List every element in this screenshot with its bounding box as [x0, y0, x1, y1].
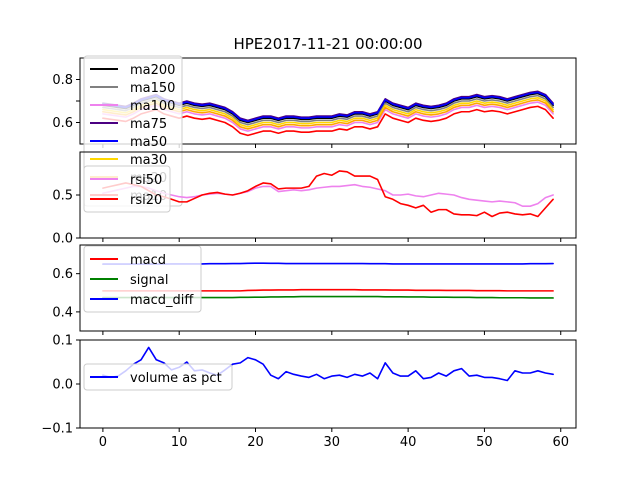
y-tick-label: 0.6	[52, 267, 73, 282]
series-line-rsi50	[102, 183, 554, 207]
panels-group: 0.60.8ma200ma150ma100ma75ma50ma30ma20ma1…	[41, 55, 577, 450]
axes-frame	[79, 244, 577, 332]
panel-macd: 0.4 0.6 macd signal macd_diff	[52, 244, 577, 335]
legend-volume: volume as pct	[83, 363, 233, 391]
legend-label-macd: macd	[130, 253, 166, 268]
legend-label-signal: signal	[130, 273, 168, 288]
x-tick-label: 30	[324, 435, 341, 450]
x-tick-label: 20	[247, 435, 264, 450]
legend-box	[83, 363, 233, 391]
panel-volume: −0.1 0.0 0.1 0 10 20 30 40 50 60 volume as pct	[41, 334, 577, 450]
series-group	[102, 170, 554, 218]
legend-box	[83, 165, 171, 213]
legend-label-ma200: ma200	[130, 63, 175, 78]
legend-label-ma150: ma150	[130, 81, 175, 96]
x-tick-label: 50	[476, 435, 493, 450]
legend-label-ma30: ma30	[130, 153, 167, 168]
y-tick-label: 0.0	[52, 232, 73, 247]
legend-label-volume-as-pct: volume as pct	[130, 371, 222, 386]
series-line-rsi20	[102, 170, 554, 218]
y-tick-label: 0.8	[52, 73, 73, 88]
legend-label-macd_diff: macd_diff	[130, 293, 194, 308]
x-tick-label: 0	[99, 435, 107, 450]
y-tick-label: 0.1	[52, 334, 73, 349]
y-tick-label: −0.1	[41, 422, 73, 437]
panel-rsi: 0.0 0.5 rsi50 rsi20	[52, 151, 577, 247]
legend-label-rsi20: rsi20	[130, 193, 162, 208]
y-tick-label: 0.5	[52, 189, 73, 204]
legend-label-ma75: ma75	[130, 117, 167, 132]
legend-macd: macd signal macd_diff	[83, 245, 202, 313]
x-tick-label: 10	[171, 435, 188, 450]
x-tick-label: 60	[552, 435, 569, 450]
legend-rsi: rsi50 rsi20	[83, 165, 171, 213]
x-tick-label: 40	[400, 435, 417, 450]
y-tick-label: 0.4	[52, 305, 73, 320]
y-tick-label: 0.0	[52, 378, 73, 393]
y-tick-label: 0.6	[52, 116, 73, 131]
legend-label-ma50: ma50	[130, 135, 167, 150]
legend-label-rsi50: rsi50	[130, 173, 162, 188]
legend-box	[83, 245, 202, 313]
legend-label-ma100: ma100	[130, 99, 175, 114]
chart-title: HPE2017-11-21 00:00:00	[233, 35, 422, 53]
